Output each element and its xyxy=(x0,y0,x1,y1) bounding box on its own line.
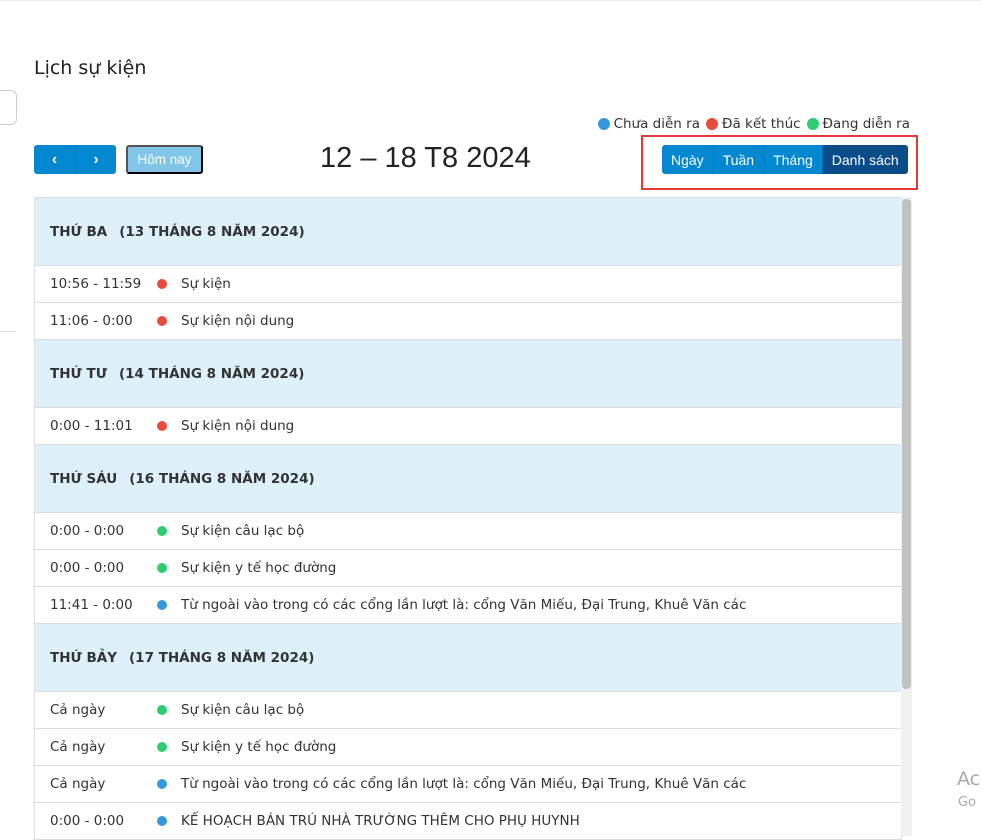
view-switcher: Ngày Tuần Tháng Danh sách xyxy=(662,145,908,174)
day-header: THỨ BẢY (17 THÁNG 8 NĂM 2024) xyxy=(35,624,901,692)
event-time: 0:00 - 0:00 xyxy=(50,523,125,539)
watermark-line1: Ac xyxy=(957,768,981,790)
event-row[interactable]: 11:41 - 0:00 Từ ngoài vào trong có các cổ… xyxy=(35,587,901,624)
highlight-box xyxy=(641,135,918,190)
status-legend: Chưa diễn ra Đã kết thúc Đang diễn ra xyxy=(597,116,912,132)
event-time: Cả ngày xyxy=(50,702,106,718)
event-row[interactable]: 0:00 - 0:00 KẾ HOẠCH BÁN TRÚ NHÀ TRƯỜNG T… xyxy=(35,803,901,840)
prev-button[interactable]: ‹ xyxy=(34,145,75,174)
event-title[interactable]: Sự kiện nội dung xyxy=(181,418,295,434)
view-button-1[interactable]: Tuần xyxy=(712,145,764,174)
event-status-dot-icon xyxy=(157,563,167,573)
event-time: Cả ngày xyxy=(50,776,106,792)
day-header: THỨ BA (13 THÁNG 8 NĂM 2024) xyxy=(35,198,901,266)
date-range-title: 12 – 18 T8 2024 xyxy=(320,142,531,174)
event-status-dot-icon xyxy=(157,421,167,431)
event-title[interactable]: Sự kiện nội dung xyxy=(181,313,295,329)
event-time: 0:00 - 0:00 xyxy=(50,813,125,829)
day-name[interactable]: THỨ BA xyxy=(50,223,108,240)
event-title[interactable]: KẾ HOẠCH BÁN TRÚ NHÀ TRƯỜNG THÊM CHO PHỤ… xyxy=(181,813,580,829)
event-row[interactable]: 10:56 - 11:59 Sự kiện xyxy=(35,266,901,303)
page-title: Lịch sự kiện xyxy=(34,57,147,79)
legend-label: Chưa diễn ra xyxy=(613,116,700,132)
watermark-line2: Go xyxy=(958,795,977,810)
event-status-dot-icon xyxy=(157,526,167,536)
event-title[interactable]: Sự kiện y tế học đường xyxy=(181,739,337,755)
day-date[interactable]: (13 THÁNG 8 NĂM 2024) xyxy=(119,223,305,240)
day-name[interactable]: THỨ TƯ xyxy=(50,365,107,382)
event-row[interactable]: 0:00 - 0:00 Sự kiện câu lạc bộ xyxy=(35,513,901,550)
event-title[interactable]: Sự kiện xyxy=(181,276,231,292)
event-time: 10:56 - 11:59 xyxy=(50,276,142,292)
legend-label: Đã kết thúc xyxy=(721,116,801,132)
event-title[interactable]: Sự kiện câu lạc bộ xyxy=(181,523,305,539)
event-title[interactable]: Từ ngoài vào trong có các cổng lần lượt … xyxy=(181,776,747,792)
event-status-dot-icon xyxy=(157,600,167,610)
scrollbar-thumb[interactable] xyxy=(902,199,911,689)
event-row[interactable]: Cả ngày Sự kiện y tế học đường xyxy=(35,729,901,766)
event-status-dot-icon xyxy=(157,705,167,715)
sidebar-input[interactable] xyxy=(0,90,17,125)
event-status-dot-icon xyxy=(157,316,167,326)
legend-dot-icon xyxy=(705,118,718,130)
event-time: 11:06 - 0:00 xyxy=(50,313,133,329)
event-row[interactable]: Cả ngày Từ ngoài vào trong có các cổng lầ… xyxy=(35,766,901,803)
legend-dot-icon xyxy=(597,118,610,130)
event-row[interactable]: 0:00 - 11:01 Sự kiện nội dung xyxy=(35,408,901,445)
event-title[interactable]: Sự kiện y tế học đường xyxy=(181,560,337,576)
event-row[interactable]: 0:00 - 0:00 Sự kiện y tế học đường xyxy=(35,550,901,587)
event-status-dot-icon xyxy=(157,816,167,826)
today-button[interactable]: Hôm nay xyxy=(126,145,203,174)
nav-buttons: ‹ › xyxy=(34,145,116,174)
day-date[interactable]: (17 THÁNG 8 NĂM 2024) xyxy=(129,649,315,666)
top-divider xyxy=(0,0,981,1)
view-button-2[interactable]: Tháng xyxy=(763,145,822,174)
sidebar-divider xyxy=(0,331,16,332)
event-status-dot-icon xyxy=(157,779,167,789)
event-title[interactable]: Từ ngoài vào trong có các cổng lần lượt … xyxy=(181,597,747,613)
event-row[interactable]: 11:06 - 0:00 Sự kiện nội dung xyxy=(35,303,901,340)
event-time: Cả ngày xyxy=(50,739,106,755)
legend-label: Đang diễn ra xyxy=(822,116,910,132)
day-header: THỨ TƯ (14 THÁNG 8 NĂM 2024) xyxy=(35,340,901,408)
event-row[interactable]: Cả ngày Sự kiện câu lạc bộ xyxy=(35,692,901,729)
day-name[interactable]: THỨ SÁU xyxy=(50,470,118,487)
view-button-0[interactable]: Ngày xyxy=(662,145,713,174)
event-status-dot-icon xyxy=(157,742,167,752)
legend-dot-icon xyxy=(806,118,819,130)
day-name[interactable]: THỨ BẢY xyxy=(50,649,117,666)
event-time: 0:00 - 11:01 xyxy=(50,418,133,434)
day-header: THỨ SÁU (16 THÁNG 8 NĂM 2024) xyxy=(35,445,901,513)
day-date[interactable]: (16 THÁNG 8 NĂM 2024) xyxy=(129,470,315,487)
event-status-dot-icon xyxy=(157,279,167,289)
event-title[interactable]: Sự kiện câu lạc bộ xyxy=(181,702,305,718)
day-date[interactable]: (14 THÁNG 8 NĂM 2024) xyxy=(118,365,305,382)
scrollbar[interactable] xyxy=(901,197,912,836)
view-button-3[interactable]: Danh sách xyxy=(821,145,908,174)
event-time: 11:41 - 0:00 xyxy=(50,597,133,613)
next-button[interactable]: › xyxy=(75,145,116,174)
event-time: 0:00 - 0:00 xyxy=(50,560,125,576)
event-list: THỨ BA (13 THÁNG 8 NĂM 2024) 10:56 - 11:59… xyxy=(34,197,902,840)
